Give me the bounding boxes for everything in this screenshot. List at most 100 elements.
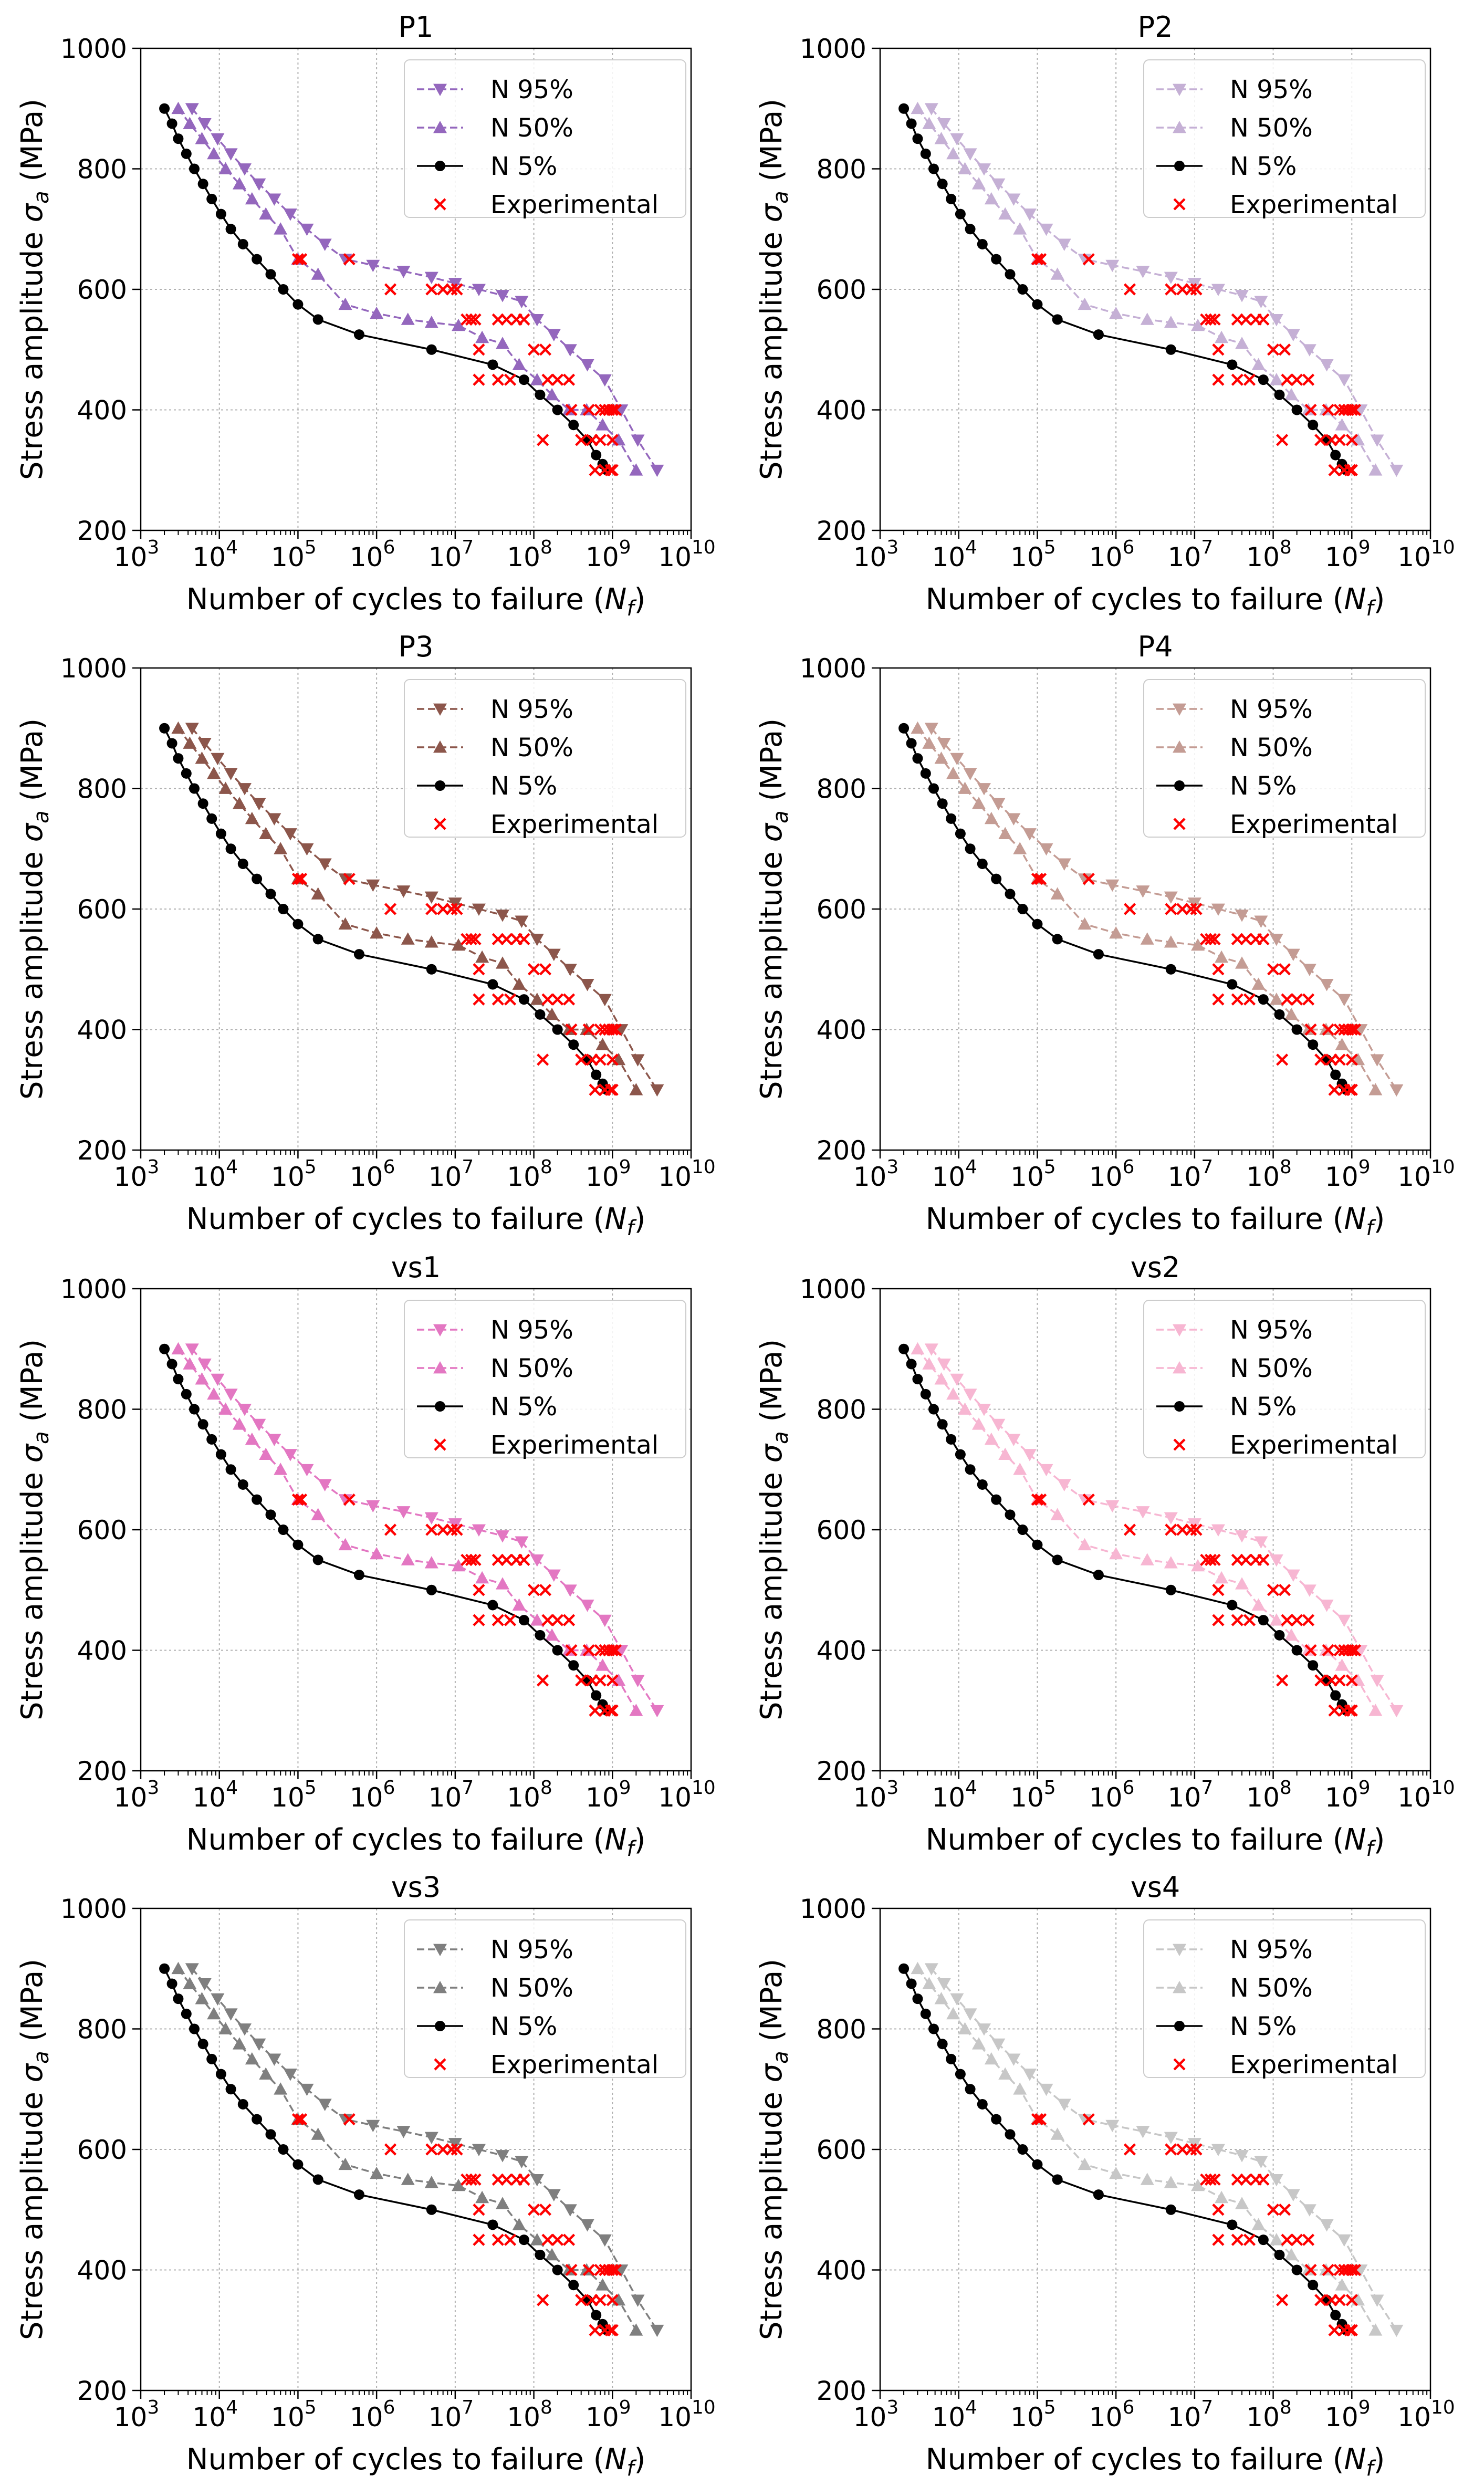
x-tick-label: 109: [586, 1777, 631, 1813]
data-point: [451, 283, 463, 296]
data-point: [984, 1432, 998, 1445]
data-point: [629, 463, 643, 476]
data-point: [1335, 2278, 1349, 2291]
data-point: [1267, 1584, 1280, 1596]
data-point: [1082, 873, 1095, 885]
data-point: [991, 2114, 1002, 2125]
legend-entry: N 50%: [1156, 113, 1313, 143]
data-point: [1093, 329, 1104, 340]
data-point: [1191, 938, 1205, 951]
legend-label: Experimental: [490, 1431, 659, 1460]
data-point: [343, 2113, 356, 2126]
data-point: [1257, 313, 1270, 326]
data-point: [232, 797, 246, 809]
data-point: [595, 418, 610, 431]
data-point: [527, 343, 540, 356]
data-point: [1123, 2143, 1136, 2156]
data-point: [539, 963, 552, 976]
data-point: [424, 2176, 438, 2188]
data-point: [545, 1628, 559, 1641]
data-point: [181, 2008, 192, 2019]
data-point: [300, 223, 314, 236]
data-point: [537, 1674, 549, 1687]
data-point: [1337, 374, 1351, 387]
data-point: [171, 1961, 185, 1975]
x-tick-label: 105: [1010, 1777, 1056, 1813]
data-point: [475, 950, 489, 963]
data-point: [252, 873, 263, 884]
data-point: [1370, 1054, 1384, 1067]
data-point: [563, 1584, 577, 1597]
data-point: [1007, 193, 1021, 206]
data-point: [594, 434, 607, 446]
data-point: [1208, 933, 1221, 945]
data-point: [958, 781, 972, 794]
data-point: [259, 2067, 273, 2080]
data-point: [206, 813, 217, 824]
legend-entry: N 95%: [1156, 695, 1313, 724]
series-experimental: [291, 873, 622, 1096]
legend-entry: N 5%: [1156, 1392, 1297, 1422]
data-point: [631, 434, 645, 447]
data-point: [606, 2263, 619, 2277]
data-point: [1215, 950, 1229, 963]
data-point: [318, 858, 332, 871]
legend-marker: [434, 2058, 446, 2071]
data-point: [1335, 418, 1349, 431]
x-tick-label: 108: [1246, 537, 1292, 572]
data-point: [1165, 1584, 1176, 1595]
data-point: [424, 935, 438, 948]
data-point: [518, 2173, 530, 2186]
data-point: [426, 2204, 437, 2215]
x-tick-label: 105: [271, 1777, 317, 1813]
legend-entry: N 50%: [417, 113, 573, 143]
data-point: [492, 993, 504, 1006]
data-point: [245, 2052, 259, 2065]
data-point: [955, 208, 966, 220]
data-point: [1164, 2176, 1178, 2188]
data-point: [1187, 1518, 1201, 1531]
data-point: [1007, 2053, 1021, 2066]
y-tick-label: 400: [817, 2256, 866, 2286]
y-tick-label: 1000: [800, 653, 866, 684]
legend-label: Experimental: [1230, 1431, 1398, 1460]
data-point: [185, 1343, 199, 1356]
x-tick-label: 105: [271, 2397, 317, 2432]
data-point: [563, 344, 577, 357]
legend-label: N 5%: [1230, 152, 1297, 181]
data-point: [609, 2263, 622, 2277]
data-point: [426, 344, 437, 355]
data-point: [1057, 858, 1071, 871]
data-point: [1109, 2166, 1123, 2179]
data-point: [606, 403, 619, 416]
data-point: [965, 1464, 976, 1475]
data-point: [1164, 272, 1178, 285]
legend-box: [404, 1919, 686, 2078]
data-point: [1034, 2113, 1047, 2126]
data-point: [1017, 2144, 1028, 2155]
legend-marker: [1174, 2021, 1185, 2031]
data-point: [606, 1644, 619, 1657]
data-point: [1093, 2189, 1104, 2200]
data-point: [1185, 903, 1197, 915]
data-point: [922, 736, 936, 749]
data-point: [1281, 1614, 1293, 1626]
data-point: [1215, 1571, 1229, 1584]
data-point: [1165, 964, 1176, 975]
data-point: [984, 2052, 998, 2065]
data-point: [991, 1494, 1002, 1505]
data-point: [318, 2098, 332, 2111]
data-point: [171, 721, 185, 734]
data-point: [631, 1054, 645, 1067]
data-point: [475, 1571, 489, 1584]
data-point: [1211, 284, 1225, 296]
y-tick-label: 200: [77, 1756, 127, 1787]
data-point: [1212, 373, 1225, 386]
data-point: [1017, 904, 1028, 914]
data-point: [1345, 2294, 1358, 2306]
data-point: [565, 403, 578, 416]
x-tick-label: 108: [507, 1156, 552, 1192]
legend-label: N 95%: [490, 695, 573, 724]
series-n-95-: [924, 1963, 1404, 2337]
x-tick-label: 109: [586, 1156, 631, 1192]
